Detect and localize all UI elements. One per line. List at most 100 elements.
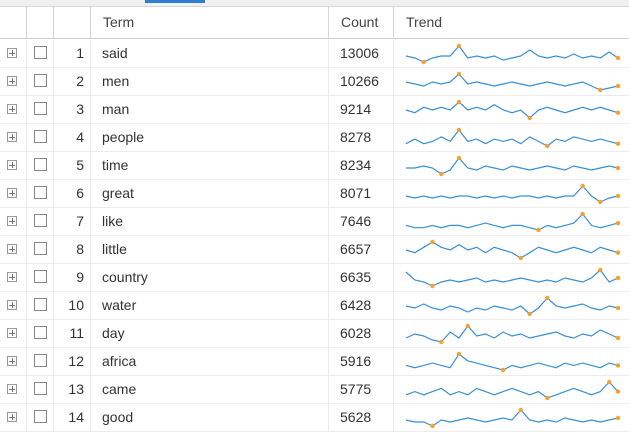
table-row[interactable]: 9 country 6635 xyxy=(0,264,629,292)
expander-cell xyxy=(0,180,27,207)
row-index: 1 xyxy=(54,40,91,67)
table-row[interactable]: 4 people 8278 xyxy=(0,124,629,152)
sparkline-marker xyxy=(580,211,585,217)
expand-icon[interactable] xyxy=(7,272,17,282)
term: came xyxy=(91,376,329,403)
count: 13006 xyxy=(329,40,394,67)
expand-icon[interactable] xyxy=(7,188,17,198)
table-row[interactable]: 5 time 8234 xyxy=(0,152,629,180)
row-index: 4 xyxy=(54,124,91,151)
count: 8234 xyxy=(329,152,394,179)
term: men xyxy=(91,68,329,95)
expand-icon[interactable] xyxy=(7,356,17,366)
expander-cell xyxy=(0,124,27,151)
sparkline-line xyxy=(405,297,619,315)
table-row[interactable]: 11 day 6028 xyxy=(0,320,629,348)
expander-cell xyxy=(0,320,27,347)
trend-cell xyxy=(394,236,629,263)
expander-cell xyxy=(0,68,27,95)
expand-icon[interactable] xyxy=(7,104,17,114)
sparkline-line xyxy=(406,157,619,175)
row-checkbox[interactable] xyxy=(34,102,47,115)
expand-icon[interactable] xyxy=(7,160,17,170)
sparkline-marker xyxy=(615,83,621,89)
term: africa xyxy=(91,348,329,375)
table-row[interactable]: 14 good 5628 xyxy=(0,404,629,432)
expand-icon[interactable] xyxy=(7,384,17,394)
row-checkbox[interactable] xyxy=(34,130,47,143)
active-tab-indicator xyxy=(145,0,205,3)
sparkline-marker xyxy=(456,351,462,357)
sparkline xyxy=(405,267,621,289)
trend-cell xyxy=(394,124,629,151)
sparkline-marker xyxy=(615,363,621,368)
header-checkbox[interactable] xyxy=(27,7,54,39)
sparkline-line xyxy=(405,185,619,203)
sparkline-marker xyxy=(615,389,621,394)
expand-icon[interactable] xyxy=(7,300,17,310)
row-checkbox[interactable] xyxy=(34,410,47,423)
trend-cell xyxy=(394,348,629,375)
expander-cell xyxy=(0,236,27,263)
trend-cell xyxy=(394,68,629,95)
header-term[interactable]: Term xyxy=(91,7,329,39)
trend-cell xyxy=(394,264,629,291)
sparkline-marker xyxy=(615,305,621,311)
table-row[interactable]: 2 men 10266 xyxy=(0,68,629,96)
trend-cell xyxy=(394,208,629,235)
table-row[interactable]: 3 man 9214 xyxy=(0,96,629,124)
expand-icon[interactable] xyxy=(7,132,17,142)
expand-icon[interactable] xyxy=(7,76,17,86)
sparkline-marker xyxy=(527,115,532,121)
expand-icon[interactable] xyxy=(7,412,17,422)
checkbox-cell xyxy=(27,348,54,375)
checkbox-cell xyxy=(27,292,54,319)
row-checkbox[interactable] xyxy=(34,74,47,87)
row-checkbox[interactable] xyxy=(34,158,47,171)
table-row[interactable]: 10 water 6428 xyxy=(0,292,629,320)
row-checkbox[interactable] xyxy=(34,326,47,339)
table-row[interactable]: 6 great 8071 xyxy=(0,180,629,208)
term: man xyxy=(91,96,329,123)
table-row[interactable]: 13 came 5775 xyxy=(0,376,629,404)
expand-icon[interactable] xyxy=(7,328,17,338)
row-index: 2 xyxy=(54,68,91,95)
sparkline-marker xyxy=(536,227,541,233)
count: 6635 xyxy=(329,264,394,291)
checkbox-cell xyxy=(27,68,54,95)
table-row[interactable]: 7 like 7646 xyxy=(0,208,629,236)
expand-icon[interactable] xyxy=(7,48,17,58)
sparkline-marker xyxy=(598,267,603,273)
count: 6428 xyxy=(329,292,394,319)
checkbox-cell xyxy=(27,320,54,347)
sparkline-marker xyxy=(545,395,550,401)
row-checkbox[interactable] xyxy=(34,242,47,255)
row-checkbox[interactable] xyxy=(34,354,47,367)
header-count[interactable]: Count xyxy=(329,7,394,39)
sparkline-marker xyxy=(456,155,462,161)
sparkline-line xyxy=(405,269,619,287)
term: day xyxy=(91,320,329,347)
table-row[interactable]: 8 little 6657 xyxy=(0,236,629,264)
sparkline-marker xyxy=(456,43,462,49)
row-checkbox[interactable] xyxy=(34,382,47,395)
expander-cell xyxy=(0,292,27,319)
sparkline-marker xyxy=(456,127,462,133)
sparkline xyxy=(406,155,621,177)
row-index: 6 xyxy=(54,180,91,207)
row-checkbox[interactable] xyxy=(34,270,47,283)
expand-icon[interactable] xyxy=(7,244,17,254)
sparkline xyxy=(405,183,621,205)
row-checkbox[interactable] xyxy=(34,186,47,199)
expand-icon[interactable] xyxy=(7,216,17,226)
count: 5628 xyxy=(329,404,394,431)
table-row[interactable]: 1 said 13006 xyxy=(0,40,629,68)
row-checkbox[interactable] xyxy=(34,298,47,311)
row-index: 7 xyxy=(54,208,91,235)
table-row[interactable]: 12 africa 5916 xyxy=(0,348,629,376)
count: 5916 xyxy=(329,348,394,375)
row-checkbox[interactable] xyxy=(34,46,47,59)
expander-cell xyxy=(0,376,27,403)
row-checkbox[interactable] xyxy=(34,214,47,227)
header-trend[interactable]: Trend xyxy=(394,7,629,39)
